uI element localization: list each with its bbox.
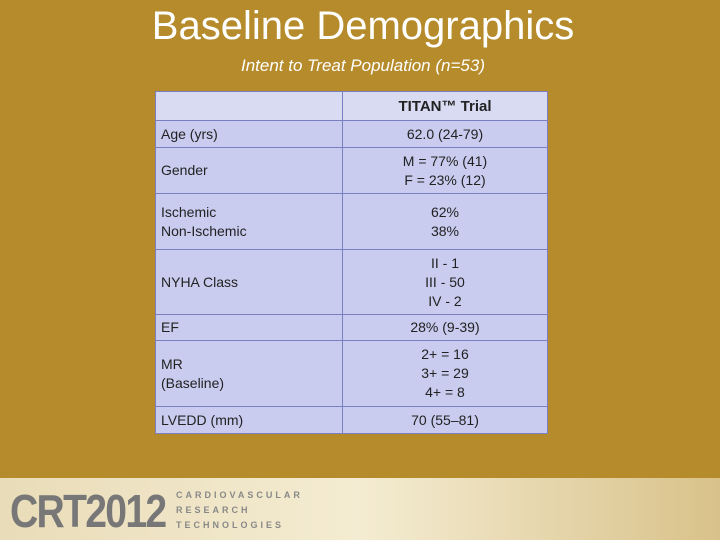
label-line: (Baseline) <box>161 374 225 391</box>
org-line: CARDIOVASCULAR <box>176 490 303 500</box>
empty-cell <box>155 91 343 121</box>
row-value: 62% 38% <box>342 193 548 250</box>
label-line: Age (yrs) <box>161 125 218 142</box>
org-line: TECHNOLOGIES <box>176 520 285 530</box>
row-label: Ischemic Non-Ischemic <box>155 193 343 250</box>
value-line: 2+ = 16 <box>421 346 469 362</box>
row-value: 28% (9-39) <box>342 314 548 341</box>
logo: CRT2012 <box>10 485 167 537</box>
subtitle: Intent to Treat Population (n=53) <box>241 56 485 75</box>
value-line: 70 (55–81) <box>411 411 479 428</box>
footer: CRT2012 CARDIOVASCULAR RESEARCH TECHNOLOGI… <box>0 478 720 540</box>
table-row: EF 28% (9-39) <box>155 314 548 341</box>
label-line: Ischemic <box>161 203 217 220</box>
label-line: LVEDD (mm) <box>161 411 244 428</box>
value-line: II - 1 <box>430 254 459 271</box>
value-line: 4+ = 8 <box>425 384 465 400</box>
header-row: TITAN™ Trial <box>155 91 548 121</box>
table-row: MR (Baseline) 2+ = 16 3+ = 29 4+ = 8 <box>155 340 548 407</box>
row-value: 70 (55–81) <box>342 406 548 434</box>
table-row: Gender M = 77% (41) F = 23% (12) <box>155 147 548 194</box>
row-label: MR (Baseline) <box>155 340 343 407</box>
value-line: IV - 2 <box>428 292 462 309</box>
label-line: MR <box>161 355 183 372</box>
row-label: LVEDD (mm) <box>155 406 343 434</box>
value-line: M = 77% (41) <box>402 152 488 169</box>
row-value: 62.0 (24-79) <box>342 120 548 148</box>
title: Baseline Demographics <box>151 4 575 48</box>
value-line: 38% <box>430 222 460 239</box>
value-line: 62.0 (24-79) <box>406 125 484 142</box>
value-line: III - 50 <box>425 273 465 290</box>
table-row: LVEDD (mm) 70 (55–81) <box>155 406 548 434</box>
table-row: Ischemic Non-Ischemic 62% 38% <box>155 193 548 250</box>
column-header: TITAN™ Trial <box>342 91 548 121</box>
row-value: M = 77% (41) F = 23% (12) <box>342 147 548 194</box>
label-line: Non-Ischemic <box>161 222 247 239</box>
table-row: Age (yrs) 62.0 (24-79) <box>155 120 548 148</box>
row-value: II - 1 III - 50 IV - 2 <box>342 249 548 315</box>
org-name: CARDIOVASCULAR RESEARCH TECHNOLOGIES <box>176 488 303 533</box>
value-line: F = 23% (12) <box>404 171 486 188</box>
value-line: 62% <box>430 203 460 220</box>
row-label: NYHA Class <box>155 249 343 315</box>
label-line: NYHA Class <box>161 273 239 290</box>
row-label: Age (yrs) <box>155 120 343 148</box>
table-row: NYHA Class II - 1 III - 50 IV - 2 <box>155 249 548 315</box>
row-label: Gender <box>155 147 343 194</box>
value-line: 3+ = 29 <box>421 365 469 381</box>
row-value: 2+ = 16 3+ = 29 4+ = 8 <box>342 340 548 407</box>
value-line: 28% (9-39) <box>410 319 480 335</box>
row-label: EF <box>155 314 343 341</box>
label-line: Gender <box>161 162 208 178</box>
label-line: EF <box>161 319 179 335</box>
table: TITAN™ Trial Age (yrs) 62.0 (24-79) Gender… <box>155 91 548 434</box>
org-line: RESEARCH <box>176 505 251 515</box>
